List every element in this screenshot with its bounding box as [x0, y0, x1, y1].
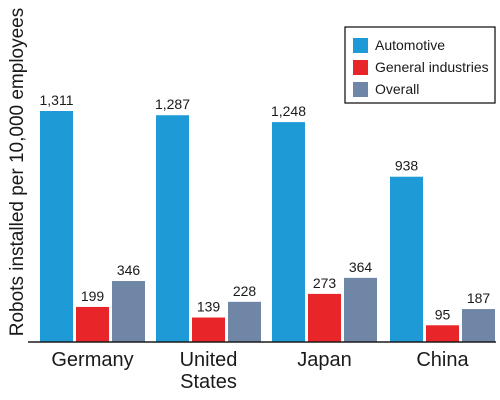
- legend-swatch-2: [353, 82, 368, 97]
- value-label-1-1: 139: [197, 299, 221, 315]
- value-label-1-2: 273: [313, 275, 337, 291]
- bar-2-3: [462, 309, 495, 342]
- category-label-3: China: [416, 349, 469, 371]
- value-label-0-3: 938: [395, 158, 419, 174]
- value-label-1-0: 199: [81, 288, 105, 304]
- bar-1-1: [192, 317, 225, 342]
- value-label-2-2: 364: [349, 259, 373, 275]
- category-label-1: United States: [180, 349, 238, 393]
- bar-1-3: [426, 325, 459, 342]
- legend-swatch-0: [353, 38, 368, 53]
- bar-0-2: [272, 122, 305, 343]
- bar-1-2: [308, 293, 341, 342]
- legend-box: [344, 26, 496, 104]
- category-label-0: Germany: [51, 349, 133, 371]
- value-label-2-3: 187: [467, 290, 491, 306]
- bar-0-3: [390, 176, 423, 342]
- value-label-0-1: 1,287: [155, 96, 190, 112]
- y-axis-label: Robots installed per 10,000 employees: [7, 8, 28, 336]
- category-label-2: Japan: [297, 349, 352, 371]
- bar-1-0: [76, 306, 109, 342]
- legend-swatch-1: [353, 60, 368, 75]
- bar-2-2: [344, 277, 377, 342]
- value-label-1-3: 95: [435, 306, 451, 322]
- category-labels-group: Germany United States Japan China: [51, 349, 469, 393]
- value-label-2-0: 346: [117, 262, 141, 278]
- value-label-2-1: 228: [233, 283, 257, 299]
- value-labels-group: 1,311 199 346 1,287 139 228 1,248 273 364 938 95 18…: [40, 92, 491, 322]
- bar-0-0: [40, 111, 73, 342]
- legend-label-2: Overall: [375, 81, 419, 97]
- bars-group: [40, 111, 495, 343]
- legend-label-0: Automotive: [375, 37, 445, 53]
- legend: Automotive General industries Overall: [344, 26, 496, 104]
- value-label-0-0: 1,311: [40, 92, 74, 108]
- legend-label-1: General industries: [375, 59, 489, 75]
- bar-2-0: [112, 281, 145, 342]
- bar-0-1: [156, 115, 189, 342]
- bar-2-1: [228, 301, 261, 342]
- value-label-0-2: 1,248: [271, 103, 306, 119]
